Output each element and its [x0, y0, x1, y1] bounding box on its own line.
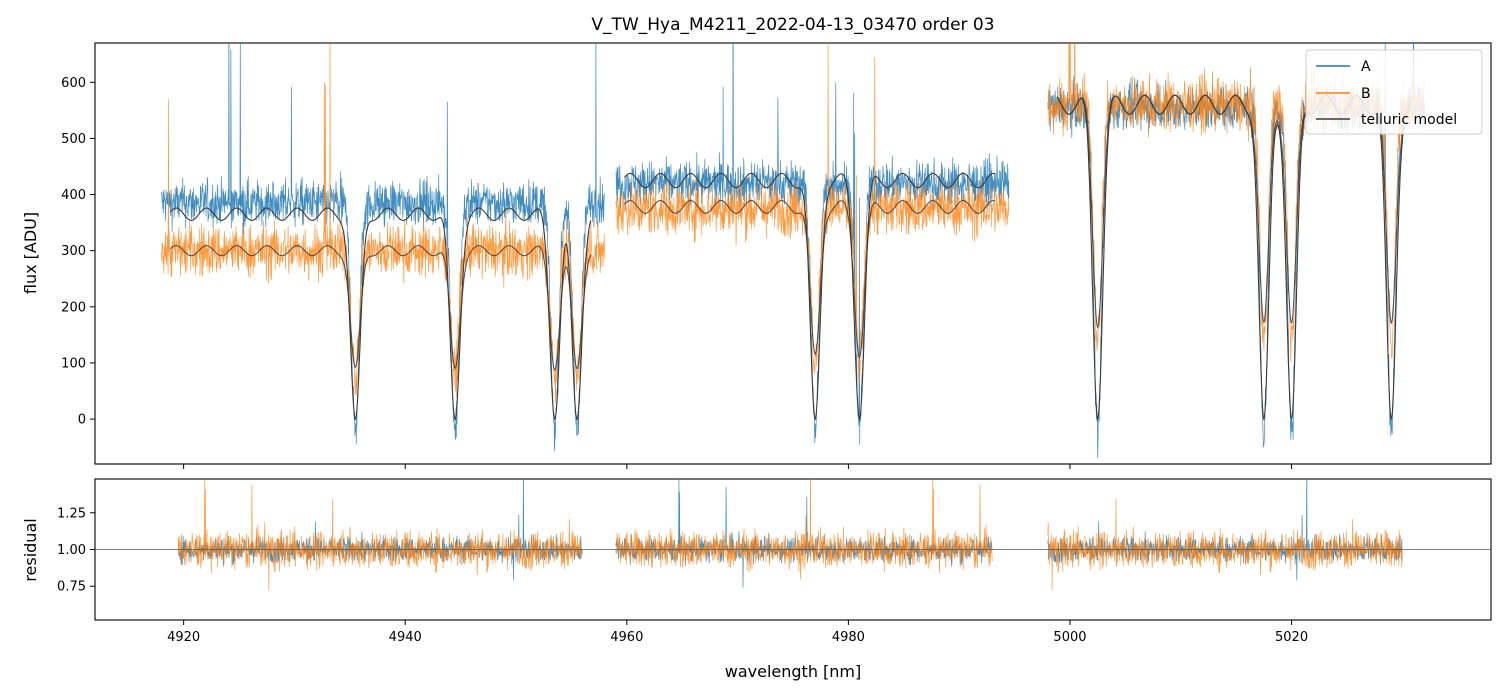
- series-a-segment-1: [161, 43, 605, 451]
- residual-xtick-label: 4980: [832, 630, 865, 645]
- residual-a-segment-2: [615, 479, 993, 588]
- residual-ytick-label: 1.25: [57, 506, 86, 521]
- residual-b-segment-2: [615, 479, 993, 580]
- residual-xtick-label: 5020: [1275, 630, 1308, 645]
- residual-xtick-label: 5000: [1053, 630, 1086, 645]
- flux-ytick-label: 300: [61, 244, 86, 259]
- flux-ytick-label: 100: [61, 356, 86, 371]
- legend-label-b: B: [1361, 86, 1371, 102]
- telluric-model-b-segment-2: [624, 199, 996, 359]
- residual-xtick-label: 4920: [167, 630, 200, 645]
- residual-b-segment-1: [177, 480, 583, 591]
- legend: A B telluric model: [1305, 49, 1483, 135]
- legend-box: [1305, 49, 1483, 135]
- telluric-model-a-segment-2: [624, 172, 996, 421]
- flux-panel: 0 100 200 300 400 500 600 flux [ADU] A B tellu…: [21, 42, 1492, 469]
- residual-xtick-label: 4940: [389, 630, 422, 645]
- flux-ytick-label: 500: [61, 132, 86, 147]
- flux-ytick-label: 200: [61, 300, 86, 315]
- residual-panel: 0.75 1.00 1.25 4920 4940 4960 4980 5000 5020 re…: [21, 478, 1492, 681]
- residual-a-segment-3: [1047, 479, 1403, 581]
- legend-label-a: A: [1361, 59, 1371, 75]
- residual-xtick-label: 4960: [610, 630, 643, 645]
- telluric-model-a-segment-3: [1056, 94, 1412, 422]
- series-b-segment-2: [615, 44, 1010, 385]
- x-axis-label: wavelength [nm]: [725, 662, 862, 681]
- flux-ytick-label: 600: [61, 76, 86, 91]
- series-b-segment-1: [161, 43, 605, 404]
- flux-axes-frame: [94, 42, 1492, 465]
- residual-ytick-label: 1.00: [57, 543, 86, 558]
- telluric-model-b-segment-1: [169, 245, 592, 371]
- chart-title: V_TW_Hya_M4211_2022-04-13_03470 order 03: [591, 15, 994, 35]
- legend-label-model: telluric model: [1361, 112, 1457, 128]
- residual-ytick-label: 0.75: [57, 580, 86, 595]
- telluric-model-a-segment-1: [169, 207, 592, 421]
- residual-y-axis-label: residual: [21, 518, 40, 581]
- flux-y-axis-label: flux [ADU]: [21, 212, 40, 294]
- flux-ytick-label: 400: [61, 188, 86, 203]
- flux-ytick-label: 0: [78, 413, 86, 428]
